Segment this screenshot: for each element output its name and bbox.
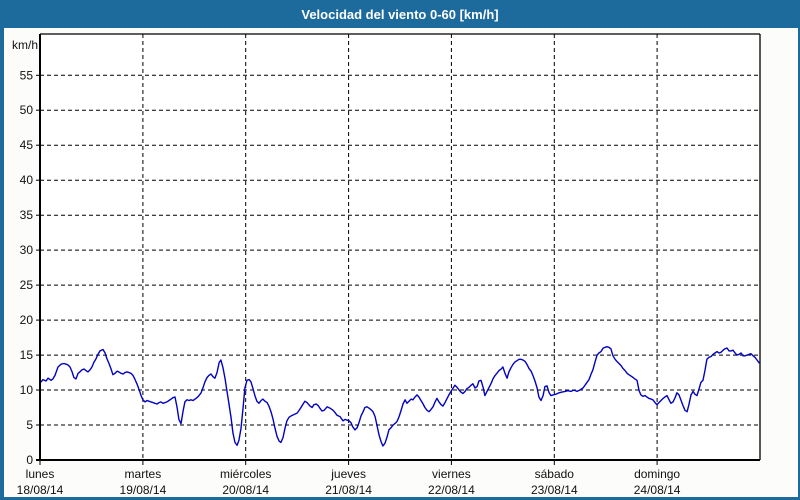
y-tick-label: 25 — [20, 278, 34, 292]
y-tick-label: 10 — [20, 383, 34, 397]
y-tick-label: 55 — [20, 68, 34, 82]
x-day-label: martes — [125, 467, 162, 481]
y-tick-label: 5 — [26, 418, 33, 432]
window-title: Velocidad del viento 0-60 [km/h] — [301, 6, 499, 22]
x-date-label: 22/08/14 — [428, 483, 475, 497]
y-tick-label: 35 — [20, 208, 34, 222]
y-axis-unit-label: km/h — [12, 38, 38, 52]
x-day-label: viernes — [432, 467, 471, 481]
y-tick-label: 0 — [26, 453, 33, 467]
y-tick-label: 30 — [20, 243, 34, 257]
x-day-label: miércoles — [220, 467, 271, 481]
x-date-label: 19/08/14 — [120, 483, 167, 497]
y-tick-label: 20 — [20, 313, 34, 327]
x-date-label: 21/08/14 — [325, 483, 372, 497]
y-tick-label: 45 — [20, 138, 34, 152]
title-bar: Velocidad del viento 0-60 [km/h] — [0, 0, 800, 28]
x-day-label: sábado — [535, 467, 575, 481]
x-day-label: jueves — [330, 467, 366, 481]
x-date-label: 24/08/14 — [634, 483, 681, 497]
x-day-label: domingo — [634, 467, 680, 481]
y-tick-label: 15 — [20, 348, 34, 362]
x-date-label: 20/08/14 — [222, 483, 269, 497]
y-tick-label: 40 — [20, 173, 34, 187]
x-date-label: 23/08/14 — [531, 483, 578, 497]
wind-speed-line — [39, 346, 760, 447]
y-tick-label: 50 — [20, 103, 34, 117]
x-day-label: lunes — [26, 467, 55, 481]
x-date-label: 18/08/14 — [17, 483, 64, 497]
plot-background — [40, 34, 760, 460]
